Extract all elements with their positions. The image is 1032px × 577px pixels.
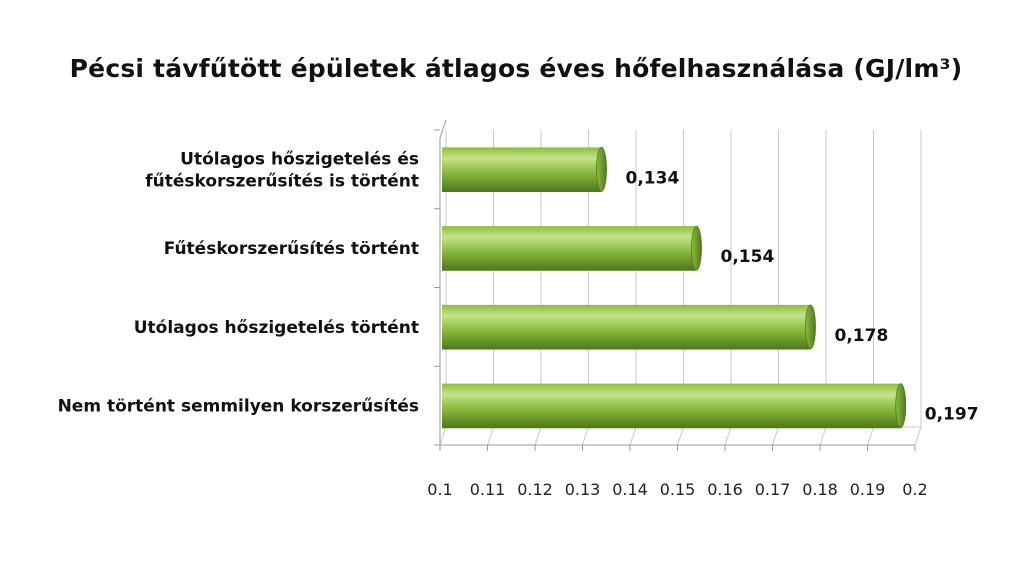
x-tick-label: 0.11 xyxy=(470,480,506,499)
x-tick-label: 0.2 xyxy=(902,480,927,499)
bar-cap xyxy=(805,304,816,350)
bar-cap xyxy=(895,383,907,429)
bars xyxy=(442,146,907,429)
category-label: Nem történt semmilyen korszerűsítés xyxy=(58,397,419,417)
x-tick-label: 0.17 xyxy=(755,480,791,499)
x-tick-label: 0.19 xyxy=(850,480,886,499)
x-tick-label: 0.18 xyxy=(802,480,838,499)
category-labels: Utólagos hőszigetelés ésfűtéskorszerűsít… xyxy=(58,149,419,416)
axes xyxy=(434,119,916,451)
category-label: Fűtéskorszerűsítés történt xyxy=(164,239,419,259)
bar-body xyxy=(442,226,697,271)
value-label: 0,197 xyxy=(925,405,979,425)
floor-gridline xyxy=(914,426,922,446)
floor-gridline xyxy=(439,426,447,446)
floor-gridline xyxy=(677,426,684,446)
x-tick-label: 0.12 xyxy=(517,480,553,499)
x-tick-label: 0.14 xyxy=(612,480,648,499)
category-label: Utólagos hőszigetelés és xyxy=(180,149,419,169)
floor-gridline xyxy=(772,426,779,446)
x-tick-label: 0.16 xyxy=(707,480,743,499)
bar-cap xyxy=(691,225,702,271)
category-label: Utólagos hőszigetelés történt xyxy=(134,318,419,338)
y-axis-depth xyxy=(439,119,447,139)
bar xyxy=(442,225,702,271)
value-label: 0,178 xyxy=(835,326,889,346)
bar xyxy=(442,383,907,429)
bar-cap xyxy=(596,146,607,192)
bar-body xyxy=(442,147,602,192)
x-tick-label: 0.15 xyxy=(660,480,696,499)
floor-gridline xyxy=(867,426,874,446)
chart-title: Pécsi távfűtött épületek átlagos éves hő… xyxy=(69,54,963,83)
value-label: 0,134 xyxy=(626,168,680,188)
x-tick-label: 0.13 xyxy=(565,480,601,499)
bar-body xyxy=(442,383,901,428)
bar-body xyxy=(442,304,811,349)
floor-gridline xyxy=(819,426,827,446)
floor-gridline xyxy=(534,426,542,446)
x-tick-labels: 0.1 0.11 0.12 0.13 0.14 0.15 0.16 0.17 0.18 0.19 0… xyxy=(427,480,927,499)
floor-gridline xyxy=(629,426,637,446)
bar xyxy=(442,146,607,192)
floor-gridline xyxy=(582,426,589,446)
value-labels: 0,134 0,154 0,178 0,197 xyxy=(626,168,979,424)
floor-gridline xyxy=(724,426,732,446)
floor-gridline xyxy=(487,426,494,446)
category-label: fűtéskorszerűsítés is történt xyxy=(145,171,419,191)
x-tick-label: 0.1 xyxy=(427,480,452,499)
value-label: 0,154 xyxy=(721,247,775,267)
bar xyxy=(442,304,816,350)
